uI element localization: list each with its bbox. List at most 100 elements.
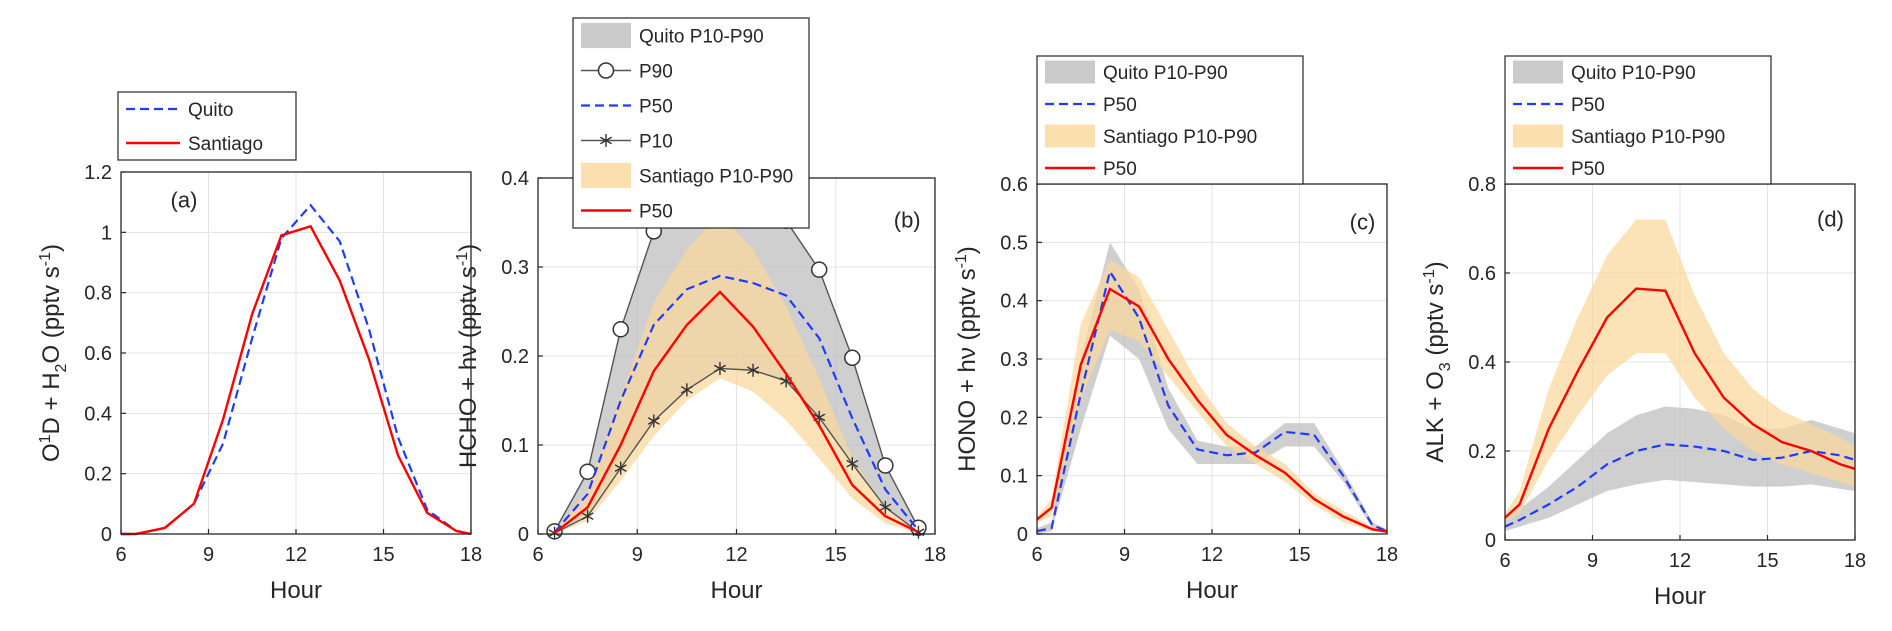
y-axis-label-part: )	[455, 244, 482, 252]
y-axis-label-part: 3	[1437, 362, 1454, 371]
series-line-santiago-1	[121, 224, 472, 536]
legend: Quito Santiago	[117, 91, 297, 161]
data-point	[877, 457, 894, 474]
y-axis-label-part: HCHO + hν (pptv s	[455, 266, 482, 468]
panel-label: (a)	[171, 188, 198, 213]
panel-label: (c)	[1350, 210, 1376, 235]
data-point	[647, 414, 660, 428]
x-tick-label: 18	[924, 544, 946, 566]
y-tick-label: 0.4	[501, 168, 529, 190]
legend-label: Santiago P10-P90	[1571, 127, 1725, 148]
y-axis-label-part: D + H	[38, 372, 65, 434]
y-tick-label: 1.2	[84, 162, 112, 184]
series-line-p50-3	[553, 290, 919, 535]
legend-swatch	[1513, 60, 1563, 84]
x-tick-label: 9	[1587, 550, 1598, 572]
legend-box	[572, 17, 810, 229]
legend-swatch	[581, 22, 631, 49]
legend-label: P50	[639, 202, 673, 223]
legend-label: P50	[1571, 95, 1605, 116]
marker-stroke	[846, 459, 859, 468]
band-santiago-p10-p90	[554, 213, 919, 534]
x-tick-label: 15	[372, 544, 394, 566]
x-axis-label: Hour	[710, 577, 762, 604]
y-tick-label: 1	[101, 222, 112, 244]
x-tick-label: 12	[285, 544, 307, 566]
data-point	[713, 361, 726, 375]
y-tick-label: 0.4	[1000, 291, 1028, 313]
data-point	[846, 457, 859, 471]
y-axis-label-part: -1	[1421, 269, 1438, 283]
y-tick-label: 0.1	[1000, 466, 1028, 488]
panel-b: 6 9 12 15 18 0 0.1 0.2 0.3 0.4 Hour HCHO + hν (pptv…	[454, 17, 946, 604]
y-tick-label: 0	[1017, 524, 1028, 546]
data-point	[680, 383, 693, 397]
x-tick-label: 6	[1499, 550, 1510, 572]
marker-stroke	[581, 512, 594, 521]
y-tick-label: 0.2	[84, 464, 112, 486]
y-axis-label-part: -1	[37, 252, 54, 266]
legend-swatch	[581, 162, 631, 189]
y-axis-label-part: O (pptv s	[38, 266, 65, 363]
legend-box	[117, 91, 297, 161]
x-tick-label: 18	[1376, 544, 1398, 566]
y-axis-label-part: )	[954, 246, 981, 254]
series-line-p50-1	[1504, 287, 1856, 519]
y-axis-label-part: ALK + O	[1422, 371, 1449, 462]
series-line-p10-2	[554, 367, 919, 534]
legend-label: Quito P10-P90	[639, 27, 764, 48]
data-point	[879, 500, 892, 514]
x-tick-label: 15	[825, 544, 847, 566]
legend-marker	[597, 62, 615, 79]
y-axis-label-part: )	[1422, 261, 1449, 269]
marker-stroke	[879, 503, 892, 512]
legend: Quito P10-P90 P90 P50 P10 Santiago P10-P90 P5…	[572, 17, 810, 229]
x-tick-label: 18	[460, 544, 482, 566]
x-tick-label: 12	[1201, 544, 1223, 566]
data-point	[579, 463, 596, 480]
legend-label: Quito P10-P90	[1103, 63, 1228, 84]
series-line-p50-1	[553, 274, 920, 533]
x-tick-label: 6	[532, 544, 543, 566]
data-point	[612, 321, 629, 338]
x-tick-label: 12	[1669, 550, 1691, 572]
x-axis-label: Hour	[270, 577, 322, 604]
y-axis-label-part: 2	[53, 363, 70, 372]
series-line-p50-0	[1036, 268, 1388, 533]
band-santiago-p10-p90	[1037, 259, 1387, 533]
y-tick-label: 0.2	[1468, 441, 1496, 463]
marker-stroke	[647, 417, 660, 425]
y-tick-label: 0.4	[1468, 352, 1496, 374]
legend-label: P50	[1103, 95, 1137, 116]
marker-stroke	[680, 385, 693, 394]
legend-label: Santiago	[188, 134, 263, 155]
y-axis-label: HCHO + hν (pptv s-1)	[454, 244, 482, 468]
legend-label: Santiago P10-P90	[639, 167, 793, 188]
y-tick-label: 0.2	[501, 346, 529, 368]
y-axis-label: HONO + hν (pptv s-1)	[953, 246, 981, 472]
legend-label: Santiago P10-P90	[1103, 127, 1257, 148]
y-tick-label: 0.1	[501, 435, 529, 457]
legend-label: P50	[1103, 159, 1137, 180]
y-tick-label: 0.6	[1000, 174, 1028, 196]
data-point	[747, 363, 760, 377]
x-tick-label: 6	[115, 544, 126, 566]
y-axis-label-part: -1	[454, 252, 471, 266]
legend: Quito P10-P90 P50 Santiago P10-P90 P50	[1504, 55, 1772, 185]
data-point	[581, 509, 594, 523]
y-tick-label: 0.6	[1468, 263, 1496, 285]
legend-label: Quito	[188, 100, 233, 121]
panel-d: 6 9 12 15 18 0 0.2 0.4 0.6 0.8 Hour ALK + O3 (pptv …	[1421, 55, 1866, 610]
y-axis-label-part: 1	[37, 434, 54, 443]
y-axis-label-part: )	[38, 244, 65, 252]
x-tick-label: 18	[1844, 550, 1866, 572]
data-point	[614, 461, 627, 475]
y-tick-label: 0.8	[84, 283, 112, 305]
series-line-p50-1	[1036, 287, 1388, 533]
legend-marker	[599, 134, 613, 147]
legend: Quito P10-P90 P50 Santiago P10-P90 P50	[1036, 55, 1304, 185]
x-tick-label: 12	[725, 544, 747, 566]
y-axis-label-part: -1	[953, 254, 970, 268]
legend-swatch	[1045, 60, 1095, 84]
